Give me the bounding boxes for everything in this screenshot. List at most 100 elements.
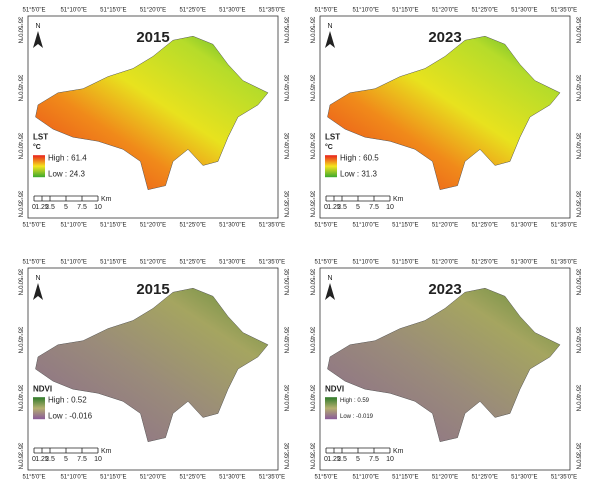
lat-label: 35°50'0"N [308,17,314,44]
lon-label: 51°30'0"E [511,260,537,266]
lat-label: 35°35'0"N [16,191,22,218]
scale-label: 2.5 [337,456,347,463]
lon-label: 51°20'0"E [140,223,166,229]
city-boundary [35,35,269,191]
lat-label: 35°40'0"N [308,133,314,160]
scale-unit: Km [393,448,404,455]
lon-label: 51°5'0"E [22,223,45,229]
lat-label: 35°45'0"N [574,327,580,354]
legend-low: Low : -0.016 [48,411,93,420]
north-label: N [35,23,40,30]
lat-label: 35°40'0"N [282,133,288,160]
lon-label: 51°30'0"E [219,475,245,481]
lon-label: 51°10'0"E [352,223,378,229]
scale-label: 2.5 [337,204,347,211]
scale-label: 5 [64,204,68,211]
legend-low: Low : -0.019 [340,414,374,420]
lon-label: 51°25'0"E [179,260,205,266]
lon-label: 51°10'0"E [352,8,378,14]
panel-title: 2015 [136,29,169,46]
legend-high: High : 0.52 [48,395,87,404]
lat-label: 35°45'0"N [308,327,314,354]
lon-label: 51°5'0"E [22,475,45,481]
lon-label: 51°15'0"E [100,260,126,266]
map-panel: 51°5'0"E 51°5'0"E 51°10'0"E 51°10'0"E 51°15'… [16,8,288,229]
lon-label: 51°35'0"E [259,223,285,229]
lon-label: 51°5'0"E [22,260,45,266]
scale-label: 1.25 [35,204,49,211]
lon-label: 51°5'0"E [314,223,337,229]
legend-unit: °C [325,143,333,151]
legend-title: NDVI [33,384,52,393]
lat-label: 35°35'0"N [282,191,288,218]
lat-label: 35°50'0"N [16,269,22,296]
scale-label: 5 [64,456,68,463]
lat-label: 35°35'0"N [308,443,314,470]
lat-label: 35°45'0"N [16,75,22,102]
lon-label: 51°30'0"E [511,223,537,229]
lon-label: 51°25'0"E [471,223,497,229]
scale-label: 10 [386,204,394,211]
scale-label: 2.5 [45,204,55,211]
lat-label: 35°35'0"N [574,191,580,218]
lat-label: 35°50'0"N [574,269,580,296]
lon-label: 51°5'0"E [22,8,45,14]
north-arrow [325,283,335,300]
lon-label: 51°35'0"E [259,8,285,14]
map-panel: 51°5'0"E 51°5'0"E 51°10'0"E 51°10'0"E 51°15'… [308,8,580,229]
legend-ramp [325,397,337,420]
legend-ramp [325,155,337,178]
lon-label: 51°20'0"E [432,8,458,14]
lon-label: 51°35'0"E [551,260,577,266]
lon-label: 51°20'0"E [140,475,166,481]
lon-label: 51°10'0"E [352,475,378,481]
legend-low: Low : 24.3 [48,169,85,178]
lon-label: 51°10'0"E [60,475,86,481]
lat-label: 35°45'0"N [282,327,288,354]
legend-ramp [33,397,45,420]
lat-label: 35°40'0"N [574,385,580,412]
scale-label: 0 [32,456,36,463]
lat-label: 35°35'0"N [16,443,22,470]
lon-label: 51°20'0"E [432,223,458,229]
scale-unit: Km [393,196,404,203]
lon-label: 51°15'0"E [392,223,418,229]
legend-unit: °C [33,143,41,151]
legend-high: High : 0.59 [340,398,370,404]
scale-label: 10 [94,456,102,463]
lon-label: 51°20'0"E [140,260,166,266]
panel-title: 2023 [428,281,461,298]
scale-label: 0 [324,204,328,211]
lon-label: 51°20'0"E [432,260,458,266]
scale-label: 1.25 [35,456,49,463]
lon-label: 51°35'0"E [259,475,285,481]
lat-label: 35°50'0"N [308,269,314,296]
lon-label: 51°10'0"E [352,260,378,266]
scale-label: 7.5 [369,204,379,211]
lon-label: 51°20'0"E [140,8,166,14]
city-boundary [35,287,269,443]
legend-high: High : 61.4 [48,153,87,162]
lon-label: 51°25'0"E [471,260,497,266]
lon-label: 51°5'0"E [314,8,337,14]
lon-label: 51°25'0"E [471,475,497,481]
lon-label: 51°35'0"E [551,223,577,229]
lon-label: 51°15'0"E [100,8,126,14]
lat-label: 35°35'0"N [574,443,580,470]
panel-title: 2023 [428,29,461,46]
map-panel: 51°5'0"E 51°5'0"E 51°10'0"E 51°10'0"E 51°15'… [308,260,580,481]
lat-label: 35°40'0"N [16,133,22,160]
lat-label: 35°35'0"N [282,443,288,470]
scale-label: 5 [356,456,360,463]
north-arrow [33,283,43,300]
lon-label: 51°35'0"E [551,475,577,481]
lon-label: 51°30'0"E [219,8,245,14]
legend-high: High : 60.5 [340,153,379,162]
scale-unit: Km [101,196,112,203]
north-label: N [327,23,332,30]
lon-label: 51°10'0"E [60,260,86,266]
legend-ramp [33,155,45,178]
lat-label: 35°45'0"N [308,75,314,102]
lat-label: 35°45'0"N [282,75,288,102]
